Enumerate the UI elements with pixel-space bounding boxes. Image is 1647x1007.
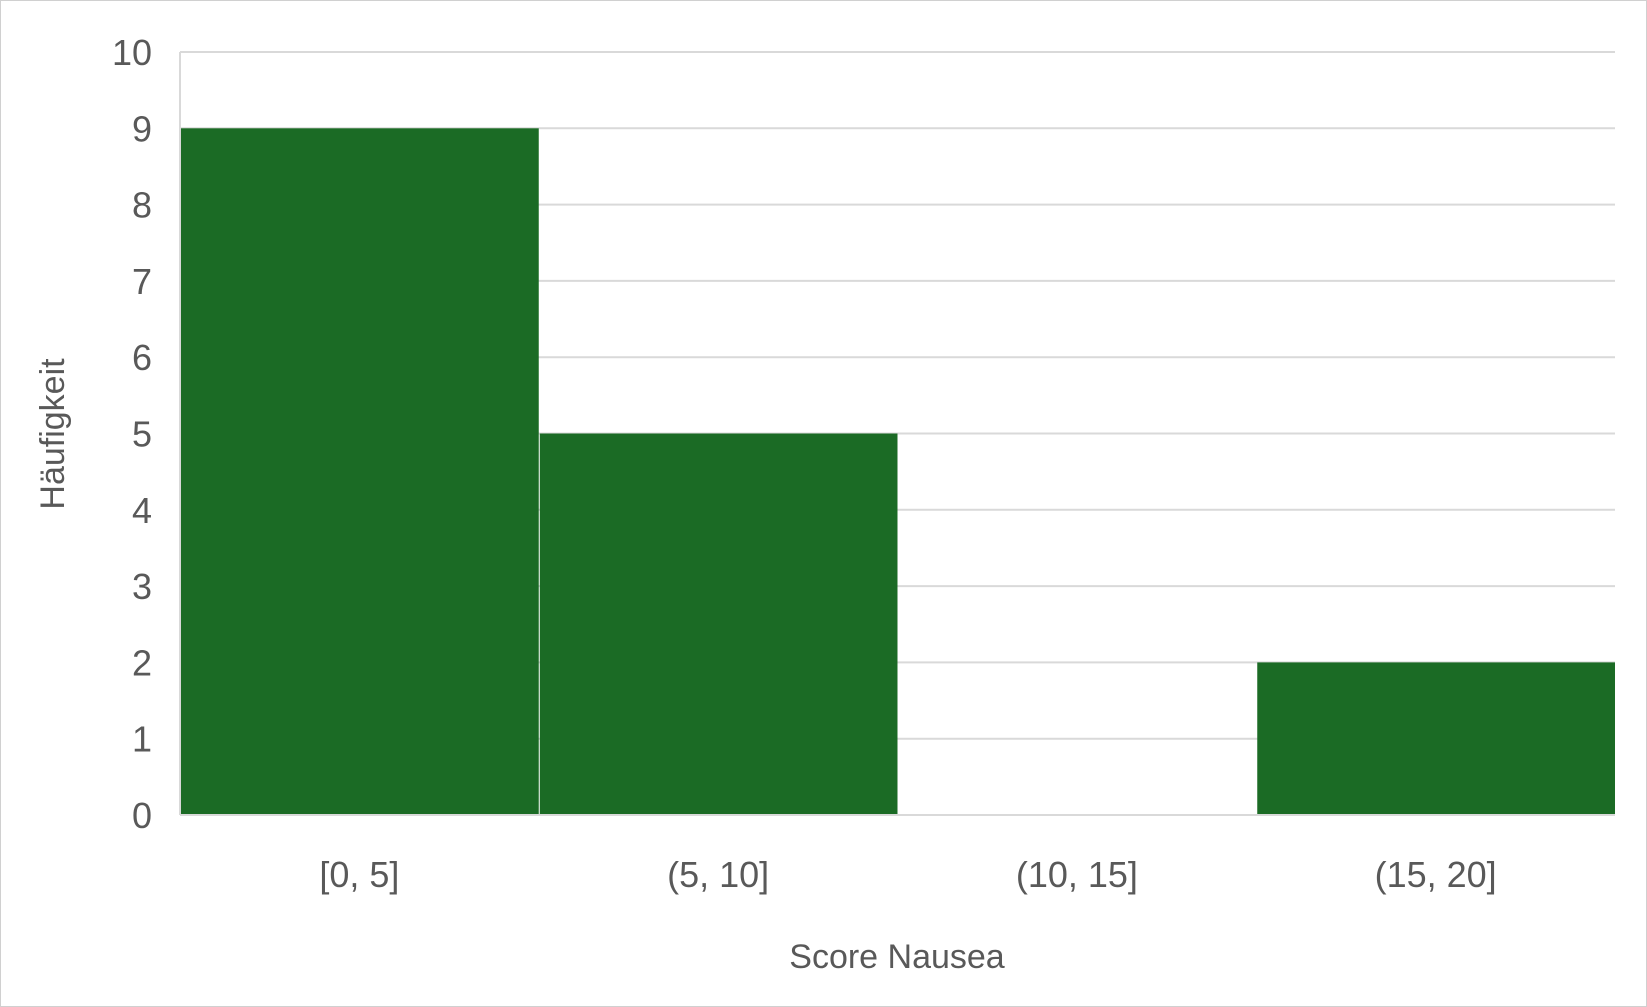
y-tick-label: 5: [132, 414, 152, 455]
y-axis-title: Häufigkeit: [34, 358, 72, 510]
y-tick-label: 4: [132, 490, 152, 531]
bar-0: [181, 128, 539, 816]
bar-3: [1257, 662, 1615, 815]
y-tick-label: 10: [112, 32, 152, 73]
x-axis-categories: [0, 5] (5, 10] (10, 15] (15, 20]: [319, 854, 1496, 895]
bar-1: [539, 433, 898, 815]
y-tick-label: 1: [132, 719, 152, 760]
bars: [180, 128, 1615, 816]
x-category-label: (15, 20]: [1375, 854, 1497, 895]
x-category-label: [0, 5]: [319, 854, 399, 895]
y-tick-label: 3: [132, 566, 152, 607]
y-tick-label: 2: [132, 642, 152, 683]
y-tick-label: 9: [132, 108, 152, 149]
y-tick-label: 8: [132, 185, 152, 226]
y-axis-ticks: 0 1 2 3 4 5 6 7 8 9 10: [112, 32, 152, 836]
x-category-label: (10, 15]: [1016, 854, 1138, 895]
x-axis-title: Score Nausea: [789, 938, 1005, 976]
y-tick-label: 6: [132, 337, 152, 378]
y-tick-label: 0: [132, 795, 152, 836]
x-category-label: (5, 10]: [667, 854, 769, 895]
y-tick-label: 7: [132, 261, 152, 302]
